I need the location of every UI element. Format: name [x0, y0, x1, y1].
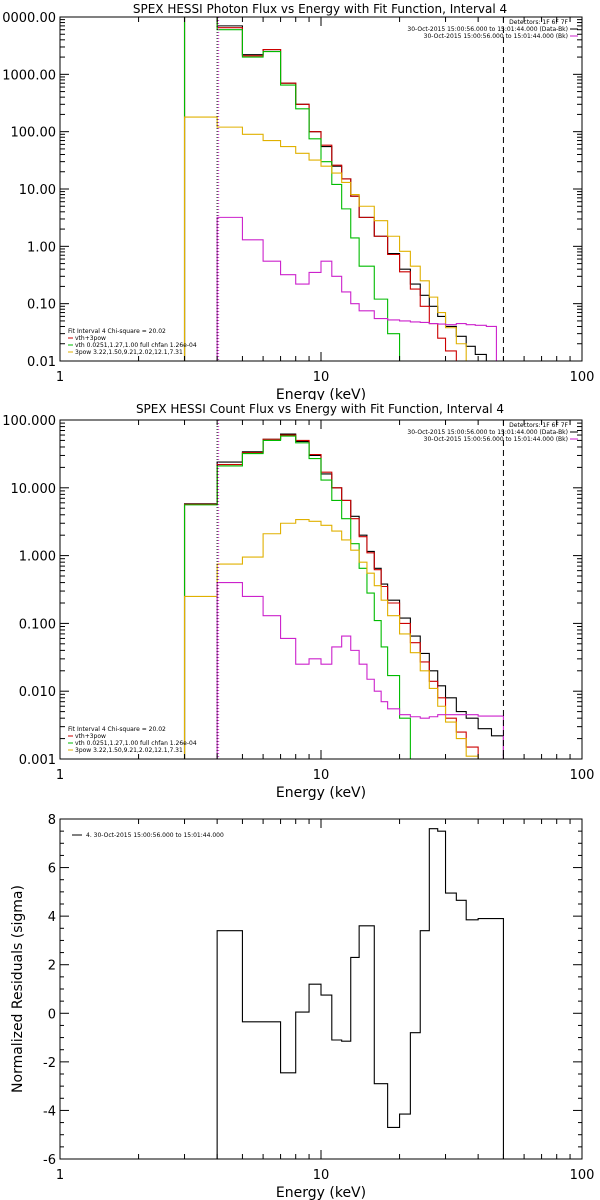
- fit-legend-text: vth 0.0251,1.27,1.00 full chfan 1.26e-04: [75, 342, 197, 349]
- series-line-2: [183, 435, 411, 759]
- x-tick-label: 1: [56, 768, 64, 783]
- fit-legend-text: 3pow 3.22,1.50,9.21,2.02,12.1,7.31: [75, 349, 183, 356]
- series-line-0: [183, 17, 497, 361]
- series-line-0: [216, 828, 504, 1159]
- y-tick-label: 2: [48, 959, 56, 974]
- y-tick-label: 0.100: [19, 617, 56, 632]
- series-line-1: [183, 17, 467, 361]
- y-tick-label: 0.010: [19, 685, 56, 700]
- fit-legend-text: Fit Interval 4 Chi-square = 20.02: [68, 328, 166, 335]
- info-legend-text: 30-Oct-2015 15:00:56.000 to 15:01:44.000…: [407, 26, 568, 33]
- series-line-4: [216, 216, 497, 361]
- y-tick-label: -4: [43, 1104, 56, 1119]
- series-line-3: [183, 116, 476, 361]
- info-legend-text: 30-Oct-2015 15:00:56.000 to 15:01:44.000…: [424, 436, 568, 443]
- chart-title: SPEX HESSI Count Flux vs Energy with Fit…: [136, 402, 504, 416]
- x-tick-label: 1: [56, 1168, 64, 1183]
- info-legend-text: 30-Oct-2015 15:00:56.000 to 15:01:44.000…: [424, 33, 568, 40]
- fit-legend-text: 3pow 3.22,1.50,9.21,2.02,12.1,7.31: [75, 747, 183, 754]
- y-tick-label: 8: [48, 813, 56, 828]
- y-tick-label: 100.000: [2, 414, 56, 429]
- series-line-3: [183, 519, 479, 759]
- series-group: [216, 828, 504, 1159]
- y-tick-label: 100.00: [11, 126, 57, 141]
- photon-flux-chart: SPEX HESSI Photon Flux vs Energy with Fi…: [2, 2, 595, 400]
- y-tick-label: -6: [43, 1153, 56, 1168]
- info-legend-text: Detectors: 1F 6F 7F: [509, 422, 568, 429]
- x-tick-label: 100: [570, 1168, 595, 1183]
- y-tick-label: 1.000: [19, 550, 56, 565]
- series-line-4: [216, 582, 504, 759]
- x-axis-label: Energy (keV): [276, 785, 366, 800]
- chart-title: SPEX HESSI Photon Flux vs Energy with Fi…: [133, 2, 507, 16]
- fit-legend-text: vth 0.0251,1.27,1.00 full chfan 1.26e-04: [75, 740, 197, 747]
- y-tick-label: 6: [48, 862, 56, 877]
- y-tick-label: 0: [48, 1007, 56, 1022]
- fit-legend-text: vth+3pow: [75, 335, 106, 342]
- series-group: [183, 17, 497, 361]
- series-line-0: [183, 433, 504, 759]
- x-axis-label: Energy (keV): [276, 1185, 366, 1200]
- series-line-2: [183, 17, 401, 361]
- x-tick-label: 10: [313, 370, 330, 385]
- y-tick-label: 0.01: [27, 355, 56, 370]
- x-tick-label: 10: [313, 1168, 330, 1183]
- info-legend-text: Detectors: 1F 6F 7F: [509, 19, 568, 26]
- info-legend-text: 30-Oct-2015 15:00:56.000 to 15:01:44.000…: [407, 429, 568, 436]
- x-tick-label: 100: [570, 768, 595, 783]
- y-tick-label: 0.001: [19, 753, 56, 768]
- series-line-1: [183, 434, 493, 759]
- residuals-chart: 1 10 100 Energy (keV) -6 -4 -2 0 2 4 6 8 Normalized …: [10, 813, 595, 1200]
- y-tick-label: 1.00: [27, 240, 56, 255]
- fit-legend-text: vth+3pow: [75, 733, 106, 740]
- y-tick-label: 10.000: [11, 482, 57, 497]
- y-tick-label: 4: [48, 910, 56, 925]
- x-tick-label: 1: [56, 370, 64, 385]
- x-tick-label: 100: [570, 370, 595, 385]
- y-tick-label: 1000.00: [2, 68, 56, 83]
- y-tick-label: -2: [43, 1056, 56, 1071]
- count-flux-chart: SPEX HESSI Count Flux vs Energy with Fit…: [2, 402, 595, 800]
- y-axis-label: Normalized Residuals (sigma): [10, 885, 26, 1093]
- fit-legend-text: Fit Interval 4 Chi-square = 20.02: [68, 726, 166, 733]
- x-axis-label: Energy (keV): [276, 387, 366, 400]
- y-tick-label: 10.00: [19, 183, 56, 198]
- x-tick-label: 10: [313, 768, 330, 783]
- series-group: [183, 433, 504, 759]
- y-tick-label: 0000.00: [2, 11, 56, 26]
- y-tick-label: 0.10: [27, 298, 56, 313]
- fit-legend-text: 4. 30-Oct-2015 15:00:56.000 to 15:01:44.…: [86, 832, 224, 839]
